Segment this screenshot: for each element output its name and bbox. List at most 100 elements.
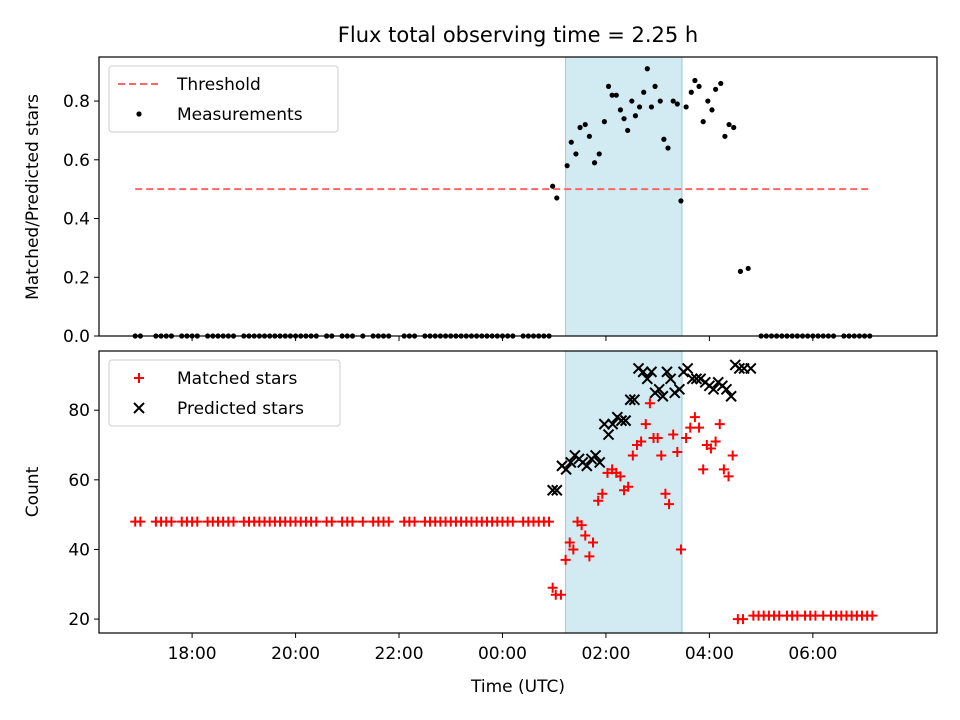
matched-star-point xyxy=(564,537,575,548)
top-y-tick-label: 0.4 xyxy=(63,210,90,230)
matched-star-point xyxy=(555,589,566,600)
matched-star-point xyxy=(681,433,692,444)
predicted-star-point xyxy=(602,428,615,441)
measurement-point xyxy=(632,113,639,119)
matched-star-point xyxy=(597,488,608,499)
measurement-point xyxy=(688,89,694,95)
matched-star-point xyxy=(560,554,571,565)
matched-star-point xyxy=(718,464,729,475)
bottom-y-tick-label: 40 xyxy=(68,540,90,560)
measurement-point xyxy=(577,124,583,131)
predicted-star-point xyxy=(707,383,720,396)
measurement-point xyxy=(692,77,698,84)
measurement-point xyxy=(573,151,579,157)
predicted-star-point xyxy=(606,418,619,430)
top-y-tick-label: 0.0 xyxy=(63,327,90,347)
matched-star-point xyxy=(544,516,555,527)
predicted-star-point xyxy=(745,362,757,375)
x-tick-label: 06:00 xyxy=(788,644,837,664)
measurement-point xyxy=(586,133,592,139)
predicted-star-point xyxy=(551,484,563,496)
predicted-star-point xyxy=(594,456,606,469)
matched-star-point xyxy=(228,516,239,527)
matched-star-point xyxy=(593,495,604,506)
measurement-point xyxy=(605,83,612,89)
predicted-star-point xyxy=(657,390,669,402)
matched-star-point xyxy=(615,471,626,482)
top-y-tick-label: 0.2 xyxy=(63,268,90,288)
matched-star-point xyxy=(166,516,177,527)
matched-star-point xyxy=(357,516,368,527)
measurement-point xyxy=(591,160,598,166)
measurement-point xyxy=(652,83,658,89)
measurement-point xyxy=(617,107,624,113)
matched-star-point xyxy=(640,419,651,430)
predicted-star-point xyxy=(615,414,628,427)
bottom-y-tick-label: 80 xyxy=(68,401,90,421)
legend-label: Measurements xyxy=(177,105,303,125)
measurement-point xyxy=(625,127,631,134)
matched-star-point xyxy=(636,436,647,447)
measurement-point xyxy=(745,265,751,272)
predicted-star-point xyxy=(565,456,577,469)
predicted-star-point xyxy=(624,394,636,406)
measurement-point xyxy=(636,104,643,110)
measurement-point xyxy=(609,92,615,98)
measurement-point xyxy=(648,104,655,110)
legend-label: Threshold xyxy=(176,75,261,95)
legend-label: Predicted stars xyxy=(177,399,304,419)
predicted-star-point xyxy=(589,449,602,462)
matched-star-point xyxy=(660,488,671,499)
predicted-star-point xyxy=(641,373,654,385)
top-y-tick-label: 0.6 xyxy=(63,151,90,171)
measurement-point xyxy=(713,86,719,92)
measurement-point xyxy=(726,121,732,128)
matched-star-point xyxy=(192,516,203,527)
measurement-point xyxy=(657,98,663,104)
matched-star-point xyxy=(547,582,558,593)
matched-star-point xyxy=(723,471,734,482)
matched-star-point xyxy=(867,610,878,621)
matched-star-point xyxy=(568,544,579,555)
bottom-y-axis-label: Count xyxy=(23,466,43,517)
matched-star-point xyxy=(584,551,595,562)
matched-star-point xyxy=(135,516,146,527)
measurement-point xyxy=(644,66,650,72)
x-tick-label: 18:00 xyxy=(168,644,217,664)
top-legend xyxy=(108,65,339,133)
predicted-star-point xyxy=(546,484,559,496)
measurement-point xyxy=(582,121,588,128)
top-axes-frame xyxy=(98,56,938,337)
x-tick-label: 22:00 xyxy=(375,644,424,664)
matched-star-point xyxy=(685,422,696,433)
matched-star-point xyxy=(507,516,518,527)
measurement-point xyxy=(568,139,574,145)
legend-swatch xyxy=(133,402,145,414)
predicted-star-point xyxy=(581,460,593,472)
measurement-point xyxy=(731,124,737,131)
bottom-axes-frame xyxy=(98,350,938,634)
x-tick-label: 00:00 xyxy=(478,644,527,664)
bottom-panel: 20 40 60 80 18:00 20:00 22:00 00:00 02:00 04:00 06… xyxy=(68,350,938,664)
predicted-star-point xyxy=(619,414,632,427)
matched-star-point xyxy=(694,422,705,433)
matched-star-point xyxy=(675,544,686,555)
measurement-point xyxy=(700,119,706,125)
measurement-point xyxy=(709,107,715,113)
matched-star-point xyxy=(738,614,749,625)
measurement-point xyxy=(683,104,689,110)
bottom-y-tick-label: 60 xyxy=(68,471,90,491)
predicted-star-point xyxy=(686,373,699,385)
matched-star-point xyxy=(588,537,599,548)
matched-star-point xyxy=(644,398,655,409)
legend-swatch xyxy=(134,373,144,383)
measurement-point xyxy=(621,116,627,122)
predicted-star-point xyxy=(673,383,686,396)
measurement-point xyxy=(629,98,635,104)
matched-star-point xyxy=(311,516,322,527)
measurement-point xyxy=(678,198,684,204)
predicted-star-point xyxy=(725,390,737,402)
bottom-y-tick-label: 20 xyxy=(68,610,90,630)
legend-swatch xyxy=(136,111,142,117)
